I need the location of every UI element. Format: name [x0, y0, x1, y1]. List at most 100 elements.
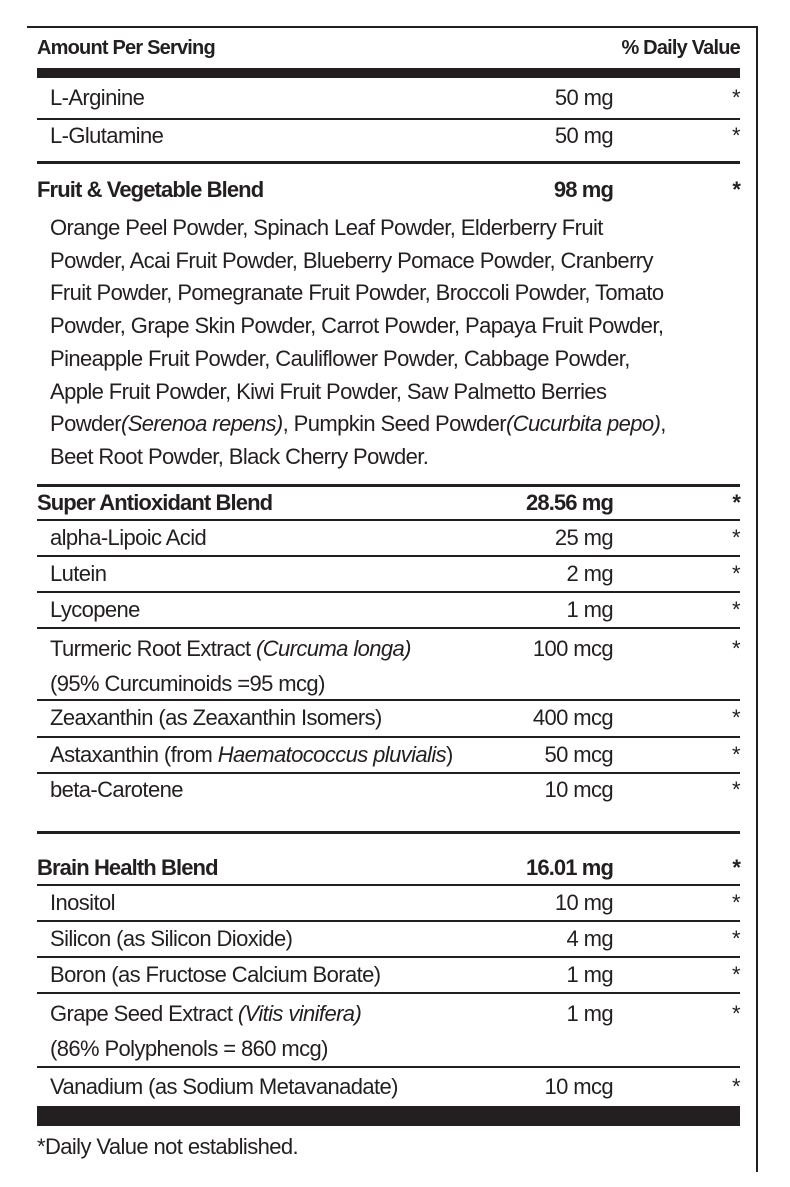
nutrient-row: L-Glutamine 50 mg * [37, 120, 741, 164]
ingredient-text: Powder [50, 411, 122, 437]
ingredient-line: Powder(Serenoa repens), Pumpkin Seed Pow… [50, 408, 740, 441]
latin-name: (Curcuma longa) [256, 635, 411, 661]
ingredient-line: Fruit Powder, Pomegranate Fruit Powder, … [50, 280, 664, 306]
ingredient-line: Powder, Acai Fruit Powder, Blueberry Pom… [50, 247, 654, 273]
blend-amount: 28.56 mg [526, 489, 614, 515]
blend-amount: 16.01 mg [526, 854, 614, 880]
label-border-top [27, 26, 758, 28]
nutrient-name-text: Grape Seed Extract [50, 1000, 238, 1026]
nutrient-name-text: ) [446, 741, 453, 767]
nutrient-name: Turmeric Root Extract (Curcuma longa) (95… [37, 631, 433, 701]
nutrient-dv: * [732, 777, 741, 803]
nutrient-name: Vanadium (as Sodium Metavanadate) [50, 1073, 398, 1099]
ingredient-line: Apple Fruit Powder, Kiwi Fruit Powder, S… [50, 378, 607, 404]
nutrient-row: Lycopene 1 mg * [37, 593, 741, 629]
latin-name: (Vitis vinifera) [237, 1000, 362, 1026]
ingredient-line: Beet Root Powder, Black Cherry Powder. [50, 443, 429, 469]
ingredient-line: Powder, Grape Skin Powder, Carrot Powder… [50, 313, 664, 339]
nutrient-dv: * [732, 85, 741, 110]
nutrient-name: Boron (as Fructose Calcium Borate) [50, 961, 381, 987]
nutrient-row: Boron (as Fructose Calcium Borate) 1 mg … [37, 958, 741, 994]
nutrient-amount: 10 mcg [544, 777, 613, 803]
nutrient-name-text: Astaxanthin (from [50, 741, 218, 767]
nutrient-dv: * [732, 122, 741, 148]
nutrient-amount: 50 mcg [544, 741, 613, 767]
nutrient-amount: 1 mg [566, 1000, 613, 1026]
nutrient-row-turmeric: Turmeric Root Extract (Curcuma longa) (95… [37, 629, 741, 701]
nutrient-row: Vanadium (as Sodium Metavanadate) 10 mcg… [37, 1068, 741, 1106]
blend-name: Super Antioxidant Blend [37, 489, 273, 515]
nutrient-row: beta-Carotene 10 mcg * [37, 774, 741, 834]
nutrient-dv: * [732, 889, 741, 915]
nutrient-name: alpha-Lipoic Acid [50, 524, 207, 550]
footnote: *Daily Value not established. [37, 1134, 299, 1159]
nutrient-amount: 10 mcg [544, 1073, 613, 1099]
nutrient-name: Inositol [50, 889, 116, 915]
nutrient-dv: * [732, 1000, 741, 1026]
nutrient-dv: * [732, 560, 741, 586]
nutrient-subtext: (95% Curcuminoids =95 mcg) [50, 670, 325, 696]
nutrient-name: beta-Carotene [50, 777, 183, 803]
nutrient-row: Inositol 10 mg * [37, 886, 741, 922]
nutrient-amount: 50 mg [554, 122, 614, 148]
amount-per-serving-label: Amount Per Serving [37, 36, 216, 59]
nutrient-amount: 400 mcg [532, 705, 614, 731]
nutrient-amount: 100 mcg [532, 635, 614, 661]
nutrient-name: Silicon (as Silicon Dioxide) [50, 925, 293, 951]
nutrient-row: alpha-Lipoic Acid 25 mg * [37, 521, 741, 557]
blend-header-antioxidant: Super Antioxidant Blend 28.56 mg * [37, 487, 741, 521]
nutrient-amount: 10 mg [554, 889, 614, 915]
ingredient-text: , Pumpkin Seed Powder [282, 411, 507, 437]
nutrient-name: Zeaxanthin (as Zeaxanthin Isomers) [50, 705, 382, 731]
nutrient-row: Zeaxanthin (as Zeaxanthin Isomers) 400 m… [37, 701, 741, 738]
nutrient-dv: * [732, 741, 741, 767]
nutrient-amount: 1 mg [566, 961, 613, 987]
nutrient-amount: 50 mg [554, 85, 614, 110]
nutrient-dv: * [732, 596, 741, 622]
nutrient-dv: * [732, 635, 741, 661]
nutrient-row-grape-seed: Grape Seed Extract (Vitis vinifera) (86% … [37, 994, 741, 1068]
nutrient-name-text: Turmeric Root Extract [50, 635, 257, 661]
blend-name: Brain Health Blend [37, 854, 219, 880]
nutrient-name: Lycopene [50, 596, 140, 622]
latin-name: (Cucurbita pepo) [506, 411, 661, 437]
nutrient-name: L-Arginine [50, 85, 145, 110]
nutrient-amount: 2 mg [566, 560, 613, 586]
ingredient-line: Pineapple Fruit Powder, Cauliflower Powd… [50, 345, 630, 371]
ingredient-line: Orange Peel Powder, Spinach Leaf Powder,… [50, 215, 603, 240]
ingredient-text: , [660, 411, 666, 437]
nutrient-amount: 1 mg [566, 596, 613, 622]
blend-amount: 98 mg [553, 177, 614, 202]
latin-name: Haematococcus pluvialis [217, 741, 447, 767]
nutrient-dv: * [732, 1073, 741, 1099]
column-header: Amount Per Serving % Daily Value [37, 28, 741, 68]
nutrient-row: Astaxanthin (from Haematococcus pluviali… [37, 738, 741, 774]
blend-dv: * [732, 489, 741, 515]
blend-name: Fruit & Vegetable Blend [37, 177, 264, 202]
nutrient-dv: * [732, 925, 741, 951]
nutrient-dv: * [732, 524, 741, 550]
blend-dv: * [732, 854, 741, 880]
blend-header-brain: Brain Health Blend 16.01 mg * [37, 834, 741, 886]
nutrient-row: L-Arginine 50 mg * [37, 78, 741, 120]
nutrient-name: Grape Seed Extract (Vitis vinifera) (86% … [37, 996, 433, 1066]
latin-name: (Serenoa repens) [121, 411, 283, 437]
nutrient-amount: 25 mg [554, 524, 614, 550]
blend-dv: * [732, 177, 741, 202]
nutrient-subtext: (86% Polyphenols = 860 mcg) [50, 1035, 329, 1061]
supplement-facts-panel: Amount Per Serving % Daily Value L-Argin… [37, 28, 741, 1126]
nutrient-name: L-Glutamine [50, 122, 164, 148]
blend-header-fruit: Fruit & Vegetable Blend 98 mg * [37, 164, 741, 210]
fruit-blend-ingredients: Orange Peel Powder, Spinach Leaf Powder,… [37, 210, 740, 487]
footer-bar [37, 1105, 740, 1126]
nutrient-name: Astaxanthin (from Haematococcus pluviali… [37, 742, 503, 768]
nutrient-dv: * [732, 961, 741, 987]
header-bar [37, 68, 740, 78]
nutrient-dv: * [732, 705, 741, 731]
nutrient-amount: 4 mg [566, 925, 613, 951]
label-border-right [756, 26, 758, 1172]
daily-value-label: % Daily Value [621, 36, 740, 59]
nutrient-row: Silicon (as Silicon Dioxide) 4 mg * [37, 922, 741, 958]
nutrient-name: Lutein [50, 560, 107, 586]
nutrient-row: Lutein 2 mg * [37, 557, 741, 593]
